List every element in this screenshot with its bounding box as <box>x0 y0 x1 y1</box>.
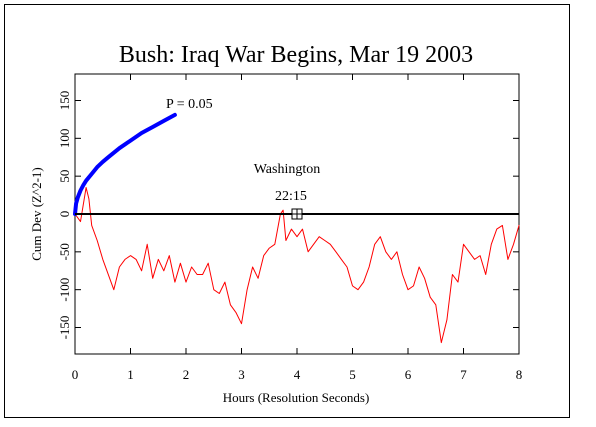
x-tick-label: 8 <box>516 367 523 382</box>
series-layer <box>73 112 520 344</box>
y-axis-label: Cum Dev (Z^2-1) <box>29 167 44 260</box>
y-tick-label: 50 <box>57 170 72 183</box>
y-tick-label: -50 <box>57 243 72 260</box>
event-marker-icon <box>291 208 303 220</box>
y-tick-label: 150 <box>57 91 72 111</box>
y-tick-label: 0 <box>57 211 72 218</box>
p-value-label: P = 0.05 <box>166 97 213 112</box>
location-label: Washington <box>254 162 321 177</box>
x-tick-label: 0 <box>72 367 79 382</box>
y-tick-label: 100 <box>57 129 72 149</box>
y-tick-label: -150 <box>57 316 72 340</box>
y-tick-label: -100 <box>57 278 72 302</box>
chart-title: Bush: Iraq War Begins, Mar 19 2003 <box>119 42 473 68</box>
axis-ticks: 0 1 2 3 4 5 6 7 8 -150 -100 -50 0 50 100 150 <box>57 74 522 382</box>
p-value-envelope-line <box>73 112 177 216</box>
x-tick-label: 5 <box>349 367 356 382</box>
cumulative-deviation-line <box>74 187 520 344</box>
x-tick-label: 2 <box>183 367 190 382</box>
x-axis-label: Hours (Resolution Seconds) <box>223 390 370 405</box>
x-tick-label: 4 <box>294 367 301 382</box>
x-tick-label: 3 <box>238 367 245 382</box>
x-tick-label: 7 <box>460 367 467 382</box>
x-tick-label: 1 <box>127 367 134 382</box>
x-tick-label: 6 <box>405 367 412 382</box>
time-label: 22:15 <box>275 189 307 204</box>
chart-frame <box>4 4 570 418</box>
